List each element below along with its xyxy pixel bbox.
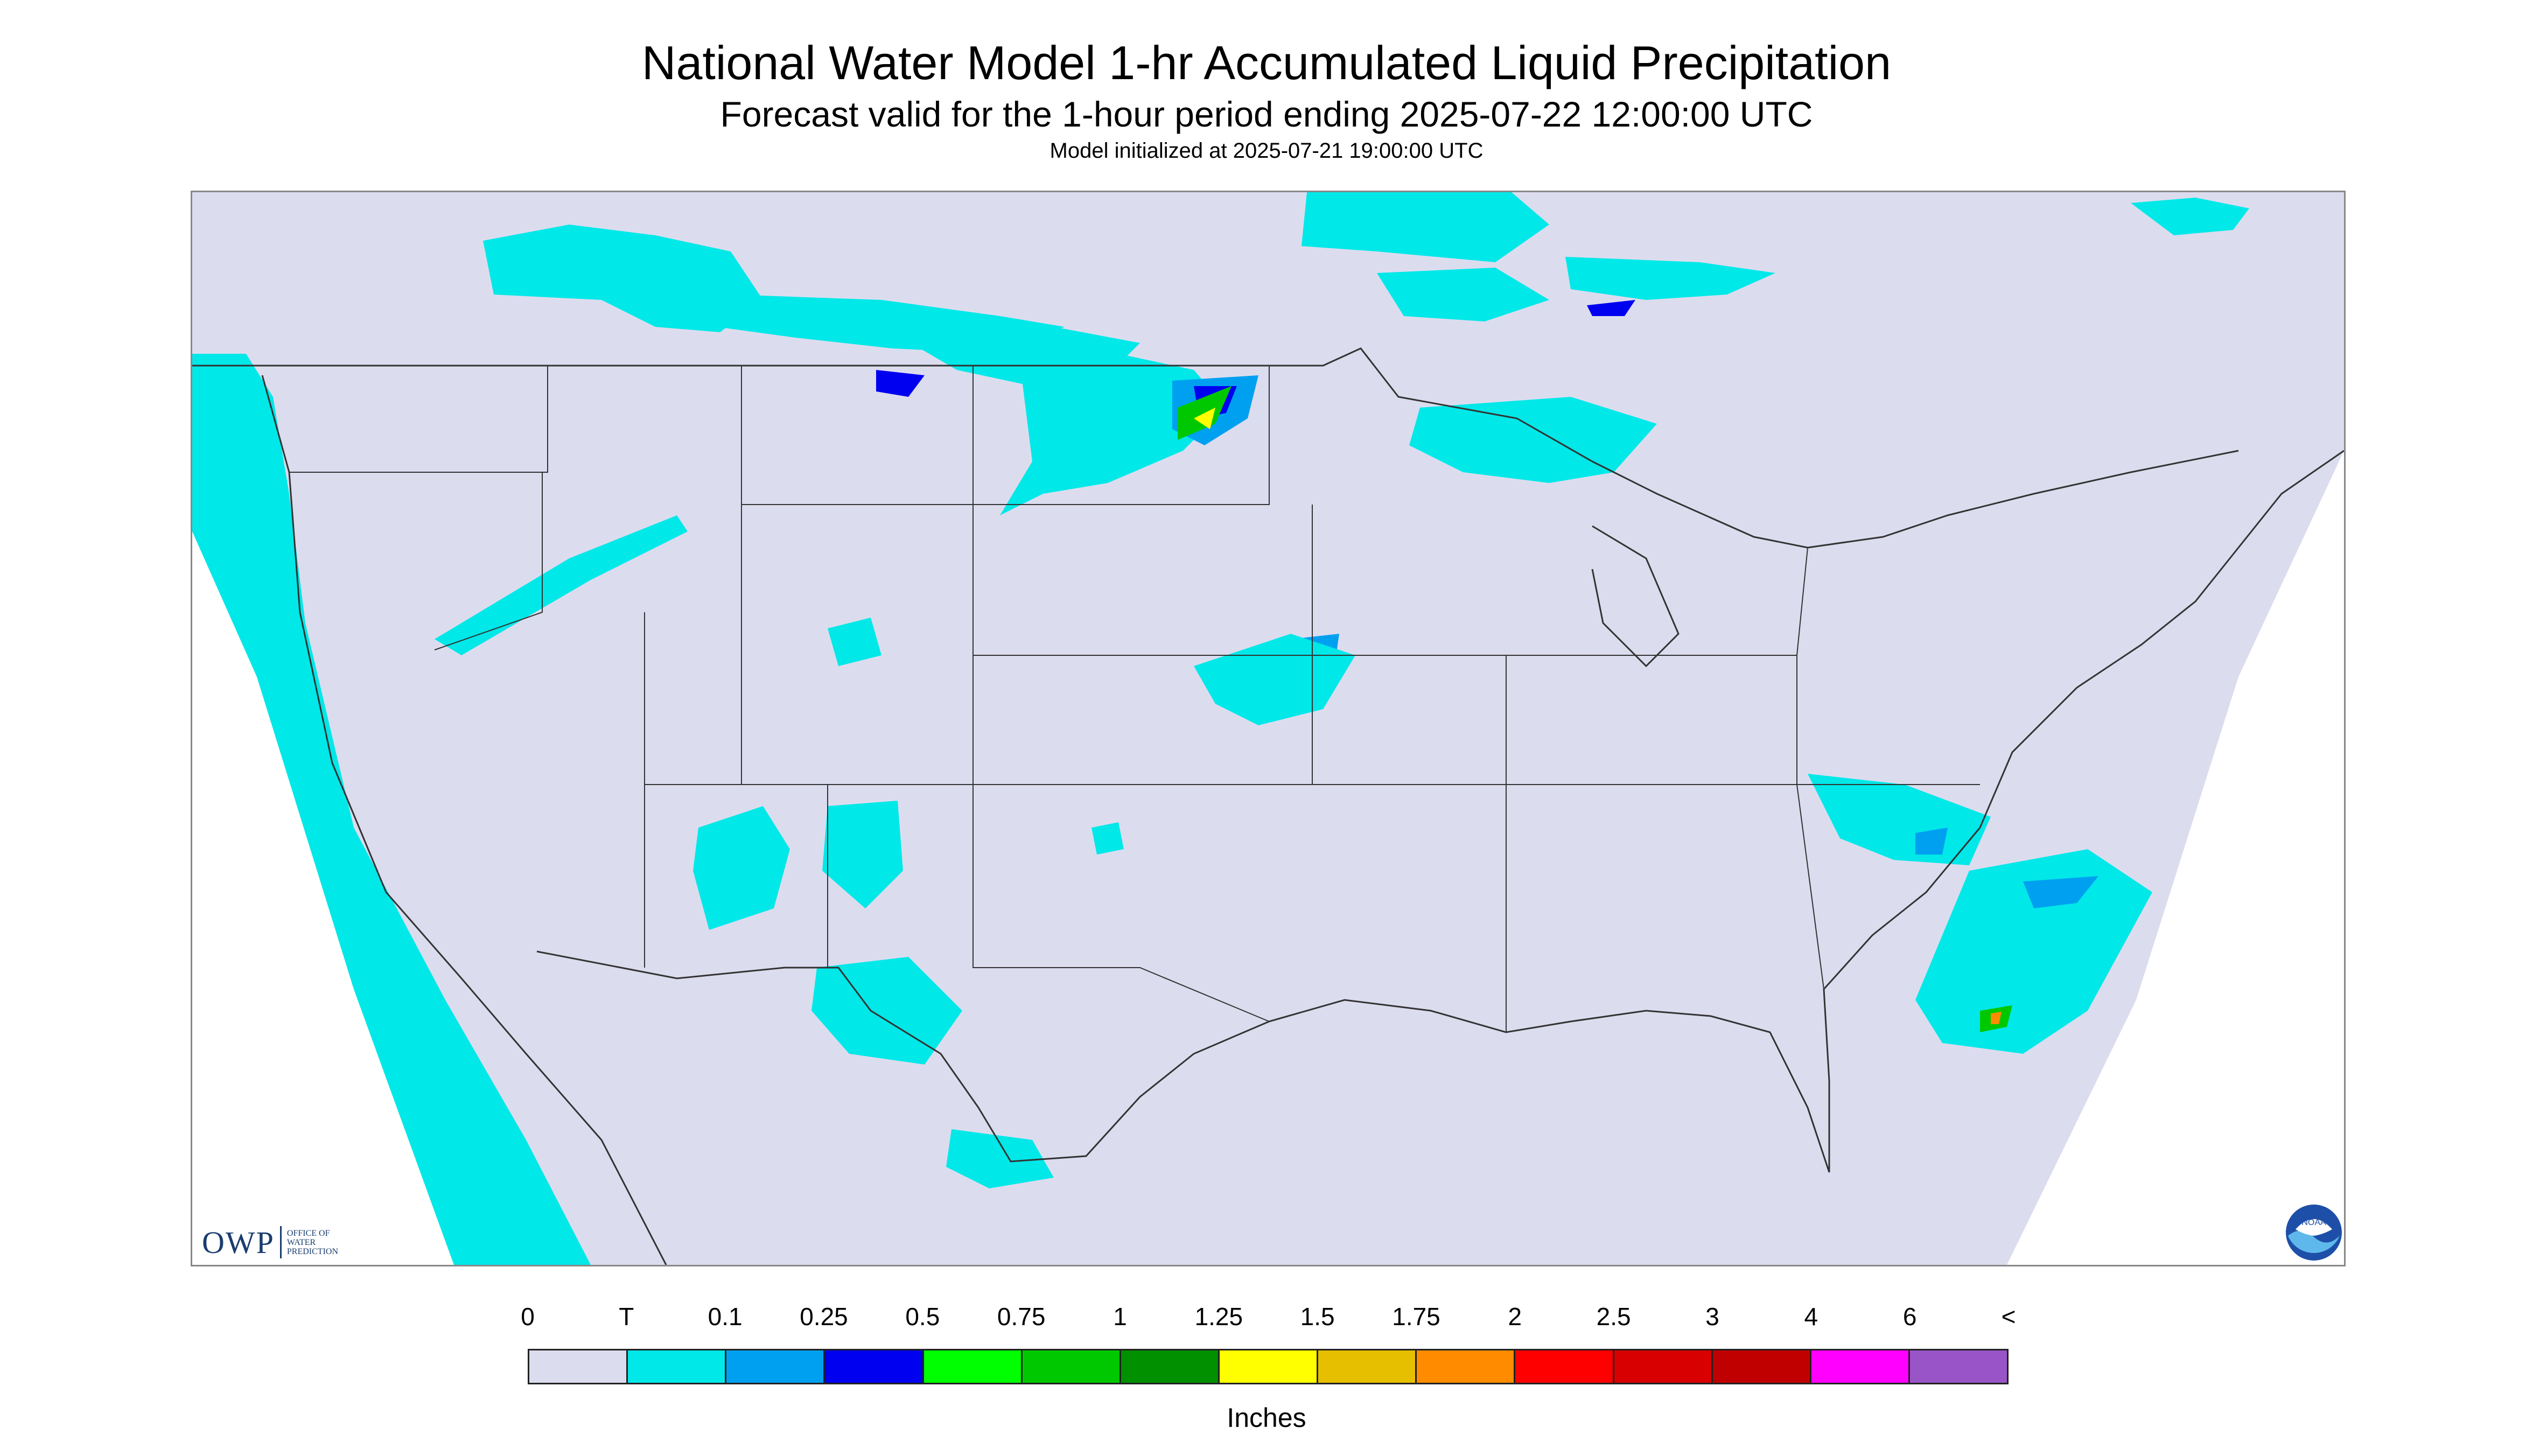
map-canvas <box>192 192 2344 1265</box>
noaa-logo-text: NOAA <box>2301 1218 2326 1227</box>
legend-swatch <box>529 1350 628 1383</box>
legend-tick-label: 2 <box>1508 1303 1522 1331</box>
legend-swatch <box>1022 1350 1121 1383</box>
legend-tick-label: 3 <box>1705 1303 1719 1331</box>
owp-sub-line-1: OFFICE OF <box>286 1228 330 1238</box>
gulf-coastline <box>1269 827 1981 1173</box>
boundary-lines <box>192 347 2344 1265</box>
legend-tick-label: 0.1 <box>708 1303 743 1331</box>
pacific-precip-area <box>192 354 591 1265</box>
legend-swatch <box>1811 1350 1910 1383</box>
legend-tick-label: 4 <box>1804 1303 1818 1331</box>
legend-swatch <box>923 1350 1023 1383</box>
legend-swatch <box>1417 1350 1516 1383</box>
atlantic-heavy-cells <box>1915 828 2098 1032</box>
legend-tick-label: 1 <box>1113 1303 1127 1331</box>
precipitation-map: OWP OFFICE OF WATER PREDICTION NOAA <box>191 191 2346 1266</box>
legend-swatch <box>1515 1350 1614 1383</box>
owp-logo: OWP OFFICE OF WATER PREDICTION <box>202 1223 357 1262</box>
legend-swatch <box>825 1350 924 1383</box>
map-subtitle: Forecast valid for the 1-hour period end… <box>720 94 1813 134</box>
us-mexico-border <box>536 950 1270 1163</box>
legend-tick-label: 6 <box>1902 1303 1917 1331</box>
atlantic-precip-area <box>1808 774 2152 1054</box>
precipitation-legend <box>528 1349 2009 1384</box>
legend-tick-label: 2.5 <box>1596 1303 1631 1331</box>
intermountain-precip-streak <box>435 515 688 655</box>
map-title: National Water Model 1-hr Accumulated Li… <box>641 36 1892 89</box>
legend-tick-label: 1.5 <box>1300 1303 1335 1331</box>
owp-logo-text: OWP <box>202 1224 275 1260</box>
legend-tick-label: < <box>2001 1303 2016 1331</box>
legend-tick-label: 0.25 <box>800 1303 848 1331</box>
southwest-precip-cells <box>693 618 1124 1188</box>
pacific-coastline <box>261 375 667 1265</box>
noaa-logo-icon: NOAA <box>2286 1205 2342 1261</box>
legend-swatch <box>1219 1350 1319 1383</box>
legend-swatch <box>1712 1350 1811 1383</box>
owp-sub-line-3: PREDICTION <box>286 1247 338 1256</box>
state-boundaries <box>289 366 1980 1032</box>
legend-swatch <box>1614 1350 1713 1383</box>
canada-us-border <box>192 347 2239 549</box>
legend-swatch <box>1909 1350 2007 1383</box>
legend-tick-label: 1.75 <box>1392 1303 1440 1331</box>
legend-tick-label: 1.25 <box>1194 1303 1243 1331</box>
model-domain <box>192 192 2344 1265</box>
legend-tick-label: 0.5 <box>905 1303 940 1331</box>
atlantic-coastline <box>1979 450 2344 828</box>
legend-tick-label: 0 <box>521 1303 535 1331</box>
owp-sub-line-2: WATER <box>286 1237 316 1247</box>
great-lakes-outline <box>1591 525 1680 668</box>
legend-units-label: Inches <box>1227 1403 1306 1433</box>
legend-tick-label: T <box>619 1303 634 1331</box>
legend-swatch <box>1121 1350 1220 1383</box>
owp-logo-subtitle: OFFICE OF WATER PREDICTION <box>287 1229 357 1256</box>
legend-swatch <box>628 1350 727 1383</box>
legend-tick-label: 0.75 <box>997 1303 1046 1331</box>
legend-swatch <box>1318 1350 1417 1383</box>
midwest-precip-cluster <box>1194 634 1355 725</box>
northern-precip-band <box>483 192 2249 515</box>
legend-swatch <box>726 1350 825 1383</box>
owp-logo-divider <box>279 1226 282 1258</box>
model-init-time: Model initialized at 2025-07-21 19:00:00… <box>1049 139 1484 163</box>
